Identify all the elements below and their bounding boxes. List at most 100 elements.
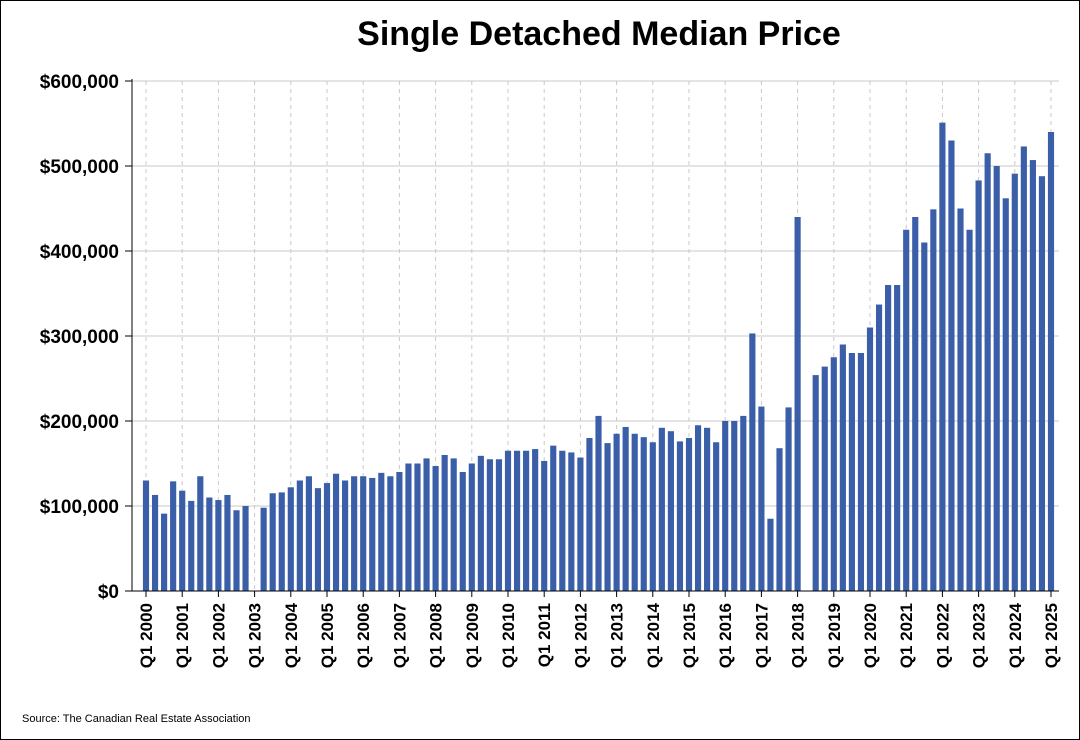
bar — [495, 459, 503, 591]
bar — [975, 180, 982, 591]
bar — [939, 122, 946, 592]
bar — [957, 208, 964, 591]
bar — [142, 480, 150, 591]
x-tick-label: Q1 2016 — [716, 603, 735, 668]
bar — [296, 480, 303, 591]
bar — [966, 229, 973, 591]
bar — [170, 481, 177, 591]
x-tick-label: Q1 2002 — [209, 603, 228, 668]
x-tick-label: Q1 2004 — [282, 602, 301, 668]
bar — [930, 209, 937, 591]
bar — [332, 473, 340, 591]
bar — [1038, 176, 1046, 591]
bar — [468, 463, 475, 591]
x-tick-label: Q1 2000 — [137, 603, 156, 668]
bar — [794, 217, 801, 591]
bar — [450, 458, 457, 591]
bar — [414, 463, 421, 591]
bar — [541, 460, 548, 591]
x-tick-label: Q1 2015 — [680, 603, 699, 668]
x-tick-label: Q1 2019 — [825, 603, 844, 668]
bar — [993, 166, 1000, 591]
y-tick-label: $600,000 — [40, 72, 119, 93]
source-note: Source: The Canadian Real Estate Associa… — [22, 713, 251, 725]
x-tick-label: Q1 2017 — [752, 603, 771, 668]
bar — [224, 494, 231, 591]
bar — [387, 476, 394, 591]
y-tick-label: $200,000 — [40, 412, 119, 433]
y-tick-label: $0 — [98, 582, 119, 603]
x-tick-label: Q1 2024 — [1006, 602, 1025, 668]
x-tick-label: Q1 2001 — [173, 603, 192, 668]
x-tick-label: Q1 2011 — [535, 603, 554, 667]
bar — [631, 433, 638, 591]
bar — [875, 304, 883, 591]
bar — [903, 229, 910, 591]
bar — [1029, 160, 1036, 592]
bar — [233, 510, 240, 591]
bar — [215, 500, 222, 591]
bar — [161, 513, 168, 591]
bar — [848, 353, 855, 591]
bar — [305, 476, 312, 591]
bar — [269, 493, 276, 591]
x-tick-label: Q1 2023 — [970, 603, 989, 668]
bar — [287, 487, 294, 591]
x-tick-label: Q1 2007 — [390, 603, 409, 668]
bar — [749, 333, 756, 591]
bar — [857, 353, 865, 591]
bar — [785, 407, 792, 591]
bar — [685, 438, 693, 591]
bar — [323, 483, 331, 591]
bar — [278, 492, 285, 591]
bar — [821, 366, 828, 591]
x-tick-label: Q1 2005 — [318, 603, 337, 668]
bar — [378, 472, 385, 591]
bar — [486, 459, 493, 591]
bar — [523, 450, 530, 591]
bar — [360, 476, 367, 591]
bar — [622, 426, 629, 591]
x-tick-label: Q1 2018 — [789, 603, 808, 668]
x-tick-label: Q1 2014 — [644, 602, 663, 668]
x-tick-label: Q1 2012 — [571, 603, 590, 668]
bar — [423, 458, 430, 591]
bar — [812, 375, 819, 591]
bar — [396, 472, 403, 591]
bar — [532, 449, 539, 591]
bar — [839, 344, 846, 591]
bar — [197, 476, 204, 591]
bar — [577, 457, 584, 591]
y-tick-label: $500,000 — [40, 157, 119, 178]
bar — [559, 450, 566, 591]
bar — [206, 497, 213, 591]
bar — [830, 357, 837, 591]
bar — [649, 442, 656, 591]
bar — [704, 427, 711, 591]
chart-title: Single Detached Median Price — [357, 15, 841, 53]
y-tick-label: $300,000 — [40, 327, 119, 348]
bar — [586, 438, 593, 591]
bar — [260, 507, 267, 591]
bar — [188, 500, 195, 591]
bar — [1002, 198, 1009, 592]
bar — [658, 427, 665, 591]
bar — [314, 488, 322, 591]
x-tick-label: Q1 2008 — [427, 603, 446, 668]
bar — [676, 441, 684, 591]
x-tick-label: Q1 2021 — [897, 603, 916, 668]
bar — [568, 452, 575, 591]
bar — [1020, 146, 1027, 591]
bar — [441, 455, 448, 591]
bar — [613, 433, 620, 591]
bar — [984, 153, 991, 591]
y-tick-label: $100,000 — [40, 497, 119, 518]
bar — [342, 480, 349, 591]
x-tick-label: Q1 2020 — [861, 603, 880, 668]
bar — [740, 415, 747, 591]
bar — [866, 327, 874, 591]
bar — [151, 494, 159, 591]
bar — [504, 450, 512, 591]
bar — [640, 437, 647, 591]
